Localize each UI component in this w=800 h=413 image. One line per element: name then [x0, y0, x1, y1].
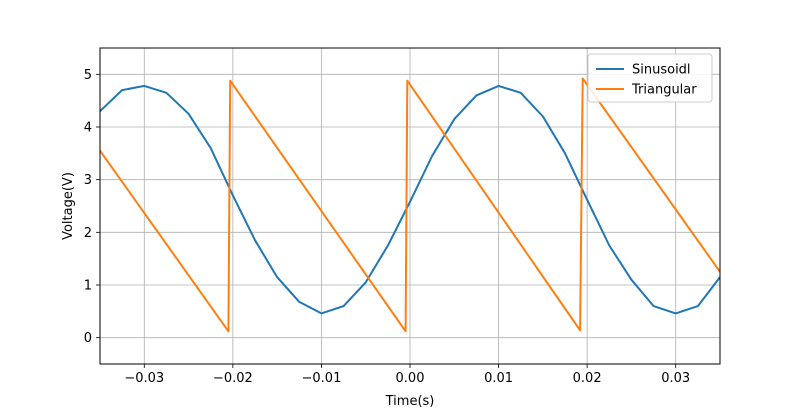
x-tick-label: 0.02 [573, 371, 602, 386]
y-axis-label: Voltage(V) [61, 172, 76, 240]
y-tick-label: 3 [84, 173, 92, 188]
x-tick-label: −0.03 [124, 371, 164, 386]
series-line-triangular [100, 77, 720, 333]
y-axis-ticks: 0 1 2 3 4 5 [84, 68, 100, 346]
x-tick-label: −0.01 [302, 371, 342, 386]
y-tick-label: 5 [84, 68, 92, 83]
y-tick-label: 2 [84, 226, 92, 241]
x-tick-label: 0.00 [396, 371, 425, 386]
y-tick-label: 0 [84, 331, 92, 346]
series-line-sinusoidl [100, 84, 720, 315]
y-tick-label: 4 [84, 121, 92, 136]
y-tick-label: 1 [84, 279, 92, 294]
x-tick-label: −0.02 [213, 371, 253, 386]
x-tick-label: 0.03 [661, 371, 690, 386]
x-axis-label: Time(s) [385, 394, 435, 409]
x-axis-ticks: −0.03 −0.02 −0.01 0.00 0.01 0.02 0.03 [124, 364, 690, 386]
x-tick-label: 0.01 [484, 371, 513, 386]
legend-label: Triangular [631, 83, 697, 98]
legend-label: Sinusoidl [632, 63, 691, 78]
series-layer [100, 77, 720, 333]
legend: Sinusoidl Triangular [587, 53, 713, 103]
